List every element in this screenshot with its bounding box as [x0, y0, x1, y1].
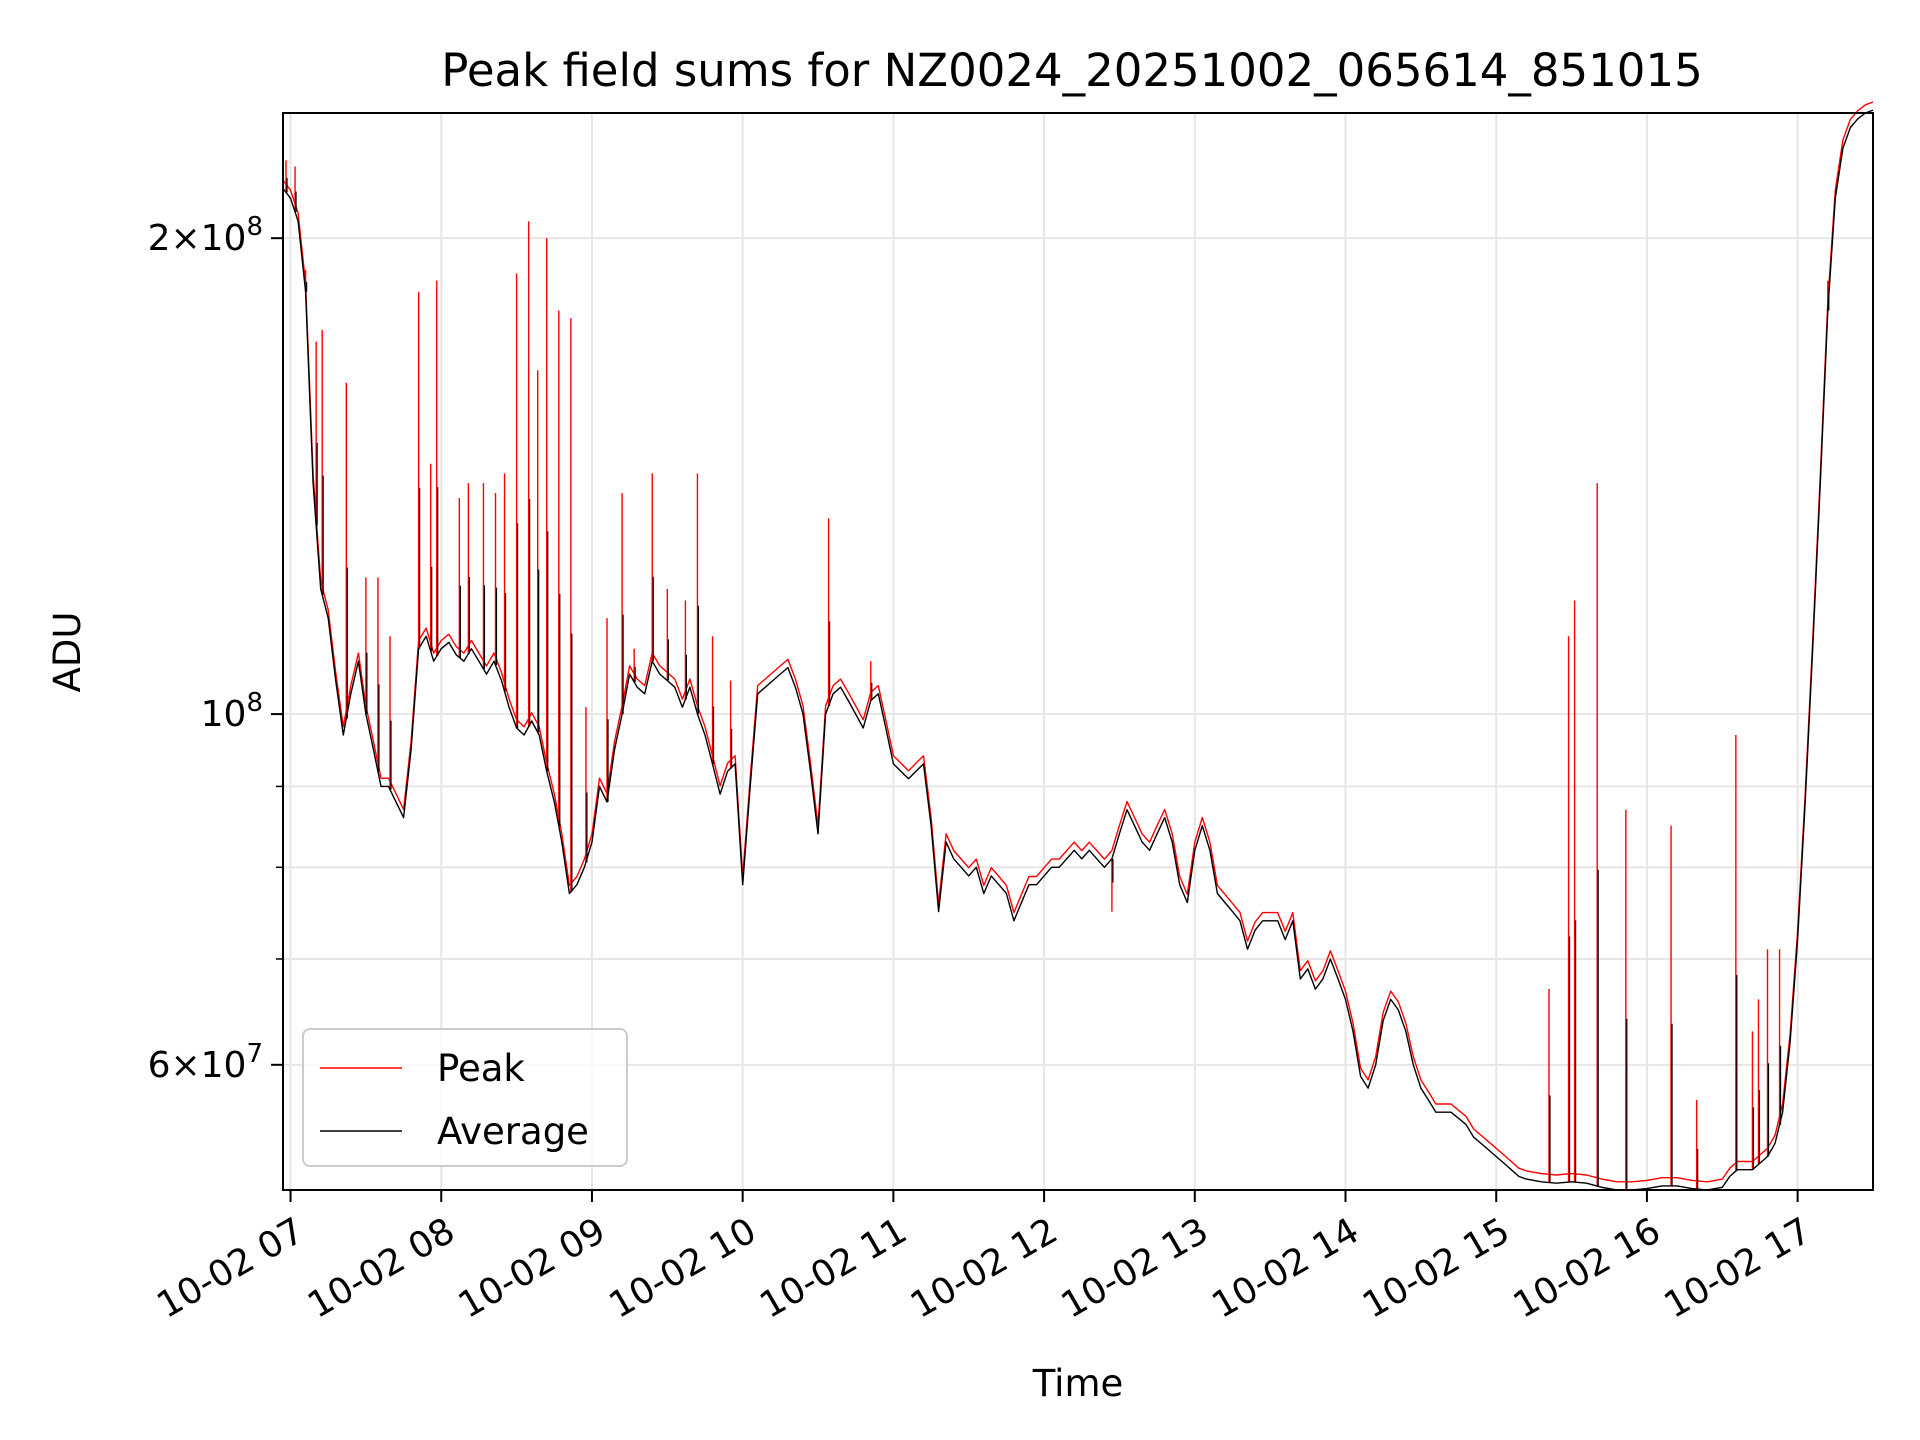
plot-frame [282, 112, 1874, 1191]
legend-label-average: Average [437, 1110, 589, 1153]
x-axis-label: Time [1032, 1362, 1124, 1405]
y-axis-label: ADU [46, 612, 89, 693]
legend-label-peak: Peak [437, 1047, 525, 1090]
legend: Peak Average [302, 1028, 628, 1167]
y-tick-label: 2×108 [148, 212, 263, 259]
series-average-line [282, 109, 1874, 1191]
y-tick-label: 108 [201, 688, 263, 735]
chart-title: Peak field sums for NZ0024_20251002_0656… [441, 44, 1702, 97]
y-tick-label: 6×107 [148, 1039, 263, 1086]
series-peak-line [282, 101, 1874, 1183]
series-layer [282, 101, 1874, 1191]
